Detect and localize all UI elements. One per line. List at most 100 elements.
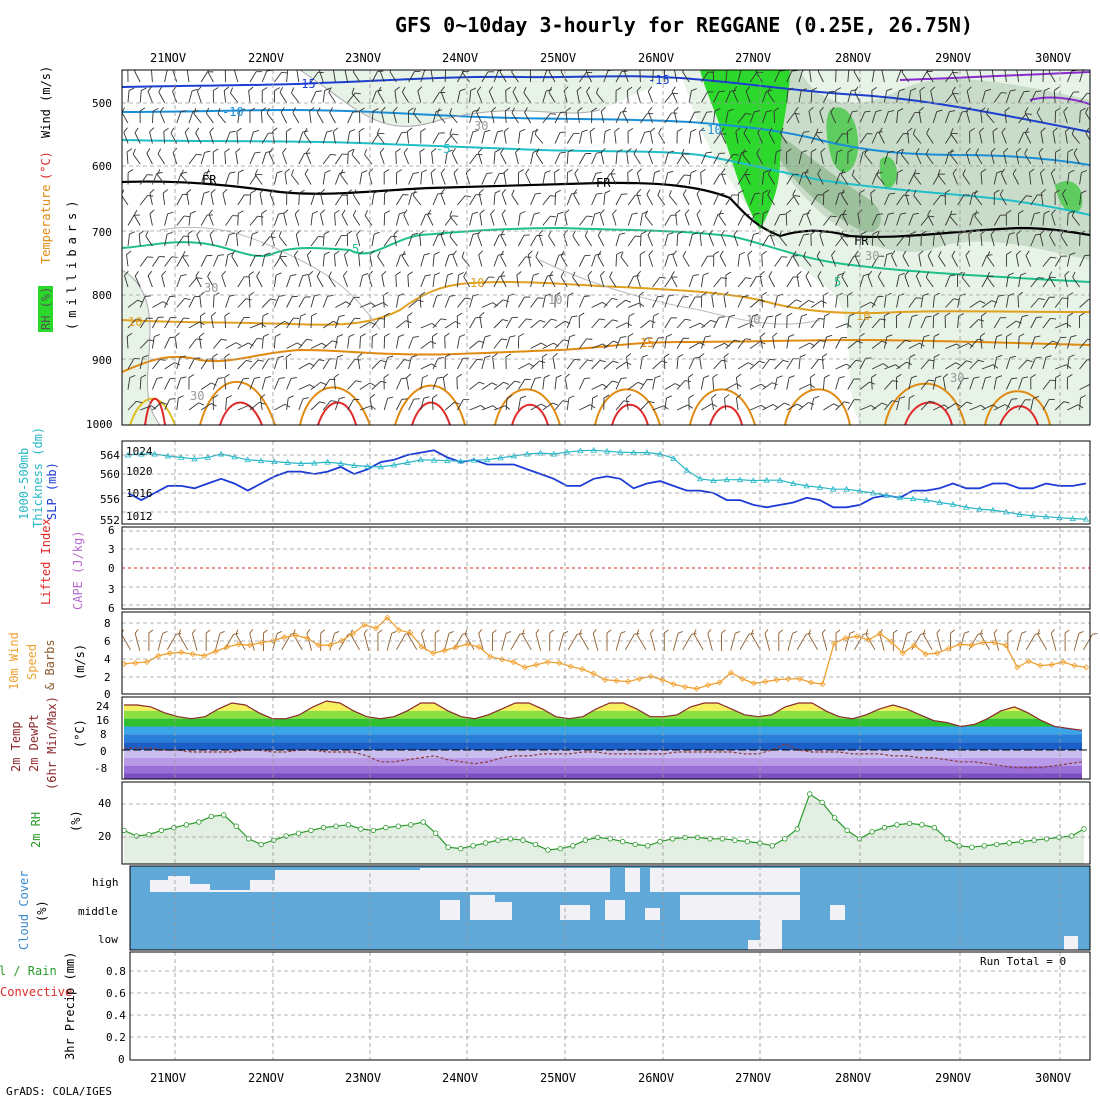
wind-barb [957, 360, 973, 370]
contour-plus25-d [411, 401, 451, 425]
rh2m-point [944, 836, 950, 842]
wind10-point [189, 650, 196, 658]
wind10-barb [363, 629, 370, 651]
wind-barb [493, 275, 506, 288]
wind10-point [281, 634, 288, 641]
wind-barb [652, 276, 666, 288]
wind-barb [636, 86, 642, 103]
wind-barb [335, 234, 348, 247]
wind-barb [195, 271, 202, 288]
wind-barb [291, 169, 300, 185]
wind-barb [139, 355, 149, 370]
rh2m-point [1081, 826, 1087, 832]
wind-barb [341, 209, 348, 226]
wind-barb [530, 319, 546, 329]
wind-barb [469, 153, 483, 165]
wind-barb [847, 359, 862, 370]
wind-barb [1024, 127, 1032, 144]
wind-barb [1004, 107, 1010, 124]
wind-barb [286, 189, 293, 206]
wind-barb [871, 295, 884, 308]
wind-barb [792, 250, 800, 267]
wind-barb [329, 107, 336, 124]
wind10-point [739, 675, 746, 682]
wind10-point [166, 650, 173, 657]
wind-barb [920, 215, 935, 226]
wind-barb [798, 354, 806, 370]
wind-barb [1085, 127, 1090, 144]
wind10-point [1082, 664, 1090, 671]
slp-point [830, 485, 837, 492]
wind-barb [527, 250, 533, 267]
wind-barb [224, 70, 231, 83]
slp-point [271, 458, 278, 465]
rh2m-point [395, 823, 401, 829]
wind-barb [626, 148, 632, 165]
wind-barb [664, 395, 672, 411]
wind-barb [273, 377, 285, 390]
wind-barb [920, 400, 935, 411]
wind-barb [969, 376, 980, 390]
wind-barb [1018, 131, 1030, 144]
wind-barb [684, 209, 690, 226]
svg-text:6: 6 [108, 524, 115, 537]
cloud-low-clear [1064, 936, 1078, 950]
rh2m-point [1006, 840, 1012, 846]
wind-barb [993, 317, 1007, 329]
wind-barb [383, 169, 390, 185]
thickness-label2: Thickness (dm) [31, 427, 45, 528]
wind-barb [493, 381, 510, 390]
wind-barb [176, 317, 190, 329]
wind-barb [981, 364, 999, 370]
wind-barb [1030, 277, 1045, 288]
wind-barb [432, 192, 444, 206]
wind-barb [877, 271, 885, 288]
wind-barb [1079, 230, 1086, 247]
wind-barb [638, 291, 645, 308]
slp-point [510, 452, 518, 459]
wind-barb [969, 359, 984, 370]
wind-barb [186, 70, 193, 83]
rh2m-point [320, 824, 327, 831]
dewpoint-line [124, 743, 1083, 769]
wind-barb [847, 70, 855, 83]
wind-barb [176, 215, 190, 226]
wind-barb [334, 396, 345, 411]
wind-barb [379, 70, 385, 83]
wind-barb [319, 188, 325, 206]
wind-barb [1079, 299, 1090, 308]
wind-barb [737, 295, 749, 308]
wind-barb [1025, 250, 1032, 267]
wind10-point [899, 650, 906, 657]
wind-barb [249, 130, 260, 144]
wind10m-speed-line [120, 614, 1098, 692]
wind-barb [676, 337, 690, 349]
wind-barb [969, 128, 975, 144]
thickness-label: 1000-500mb [17, 448, 31, 520]
wind-barb [379, 147, 385, 165]
wind-barb [835, 323, 852, 329]
wind10-point [498, 656, 505, 663]
contour-label-rh10: 10 [548, 293, 562, 307]
wind-barb [993, 189, 1000, 206]
rh2m-point [258, 841, 264, 848]
svg-text:0.2: 0.2 [106, 1031, 126, 1044]
wind-barb [146, 148, 153, 165]
contour-label-rh30e: 30 [474, 119, 488, 133]
wind-barb [449, 230, 458, 247]
top-date-axis: 21NOV 22NOV 23NOV 24NOV 25NOV 26NOV 27NOV 28NOV… [150, 51, 1071, 65]
wind10-point [407, 629, 414, 636]
wind-barb [745, 86, 751, 103]
wind-barb [195, 127, 202, 144]
wind-barb [944, 274, 956, 288]
wind-barb [1092, 293, 1100, 309]
wind-barb [859, 273, 870, 288]
wind-barb [469, 129, 479, 144]
wind-barb [217, 108, 226, 124]
wind-barb [820, 147, 826, 165]
slp-point [537, 449, 544, 456]
wind-barb [798, 313, 808, 329]
rh2m-point [345, 822, 352, 828]
wind-barb [1079, 359, 1090, 370]
wind-barb [876, 230, 885, 247]
